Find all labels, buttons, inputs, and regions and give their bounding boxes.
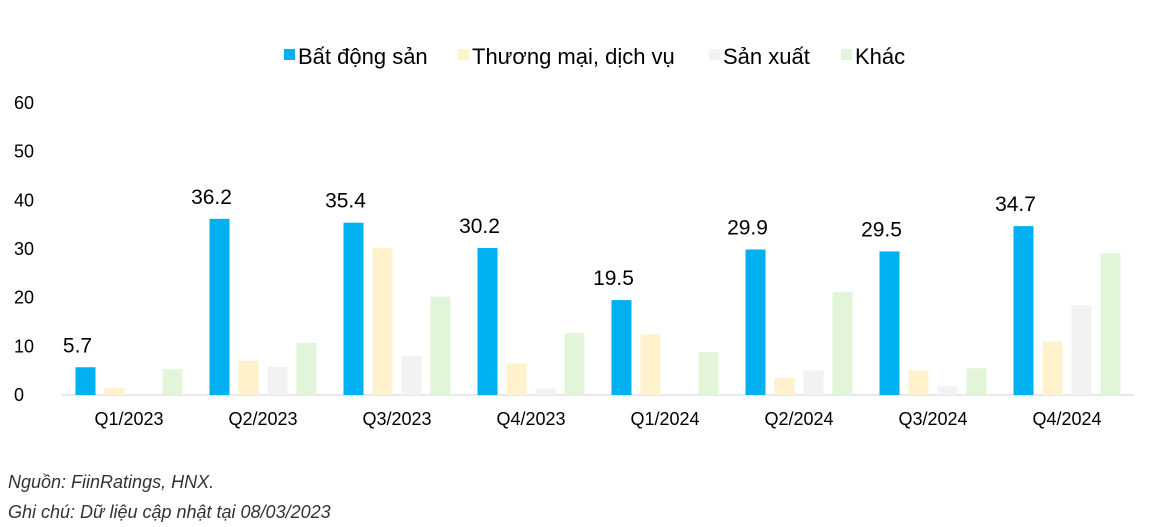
x-tick-label: Q1/2023 — [94, 409, 163, 429]
bar-4 — [564, 332, 585, 395]
bar-3 — [401, 356, 422, 395]
data-label: 29.5 — [861, 218, 902, 241]
y-tick-label: 30 — [14, 239, 34, 259]
data-label: 36.2 — [191, 186, 232, 209]
bar-2 — [774, 377, 795, 395]
bar-1 — [477, 248, 498, 395]
bar-2 — [506, 363, 527, 395]
bar-4 — [162, 369, 183, 395]
bar-1 — [879, 251, 900, 395]
data-label: 19.5 — [593, 267, 634, 290]
x-tick-label: Q2/2023 — [228, 409, 297, 429]
bar-3 — [937, 386, 958, 395]
data-label: 30.2 — [459, 215, 500, 238]
y-tick-label: 10 — [14, 336, 34, 356]
bar-4 — [1100, 252, 1121, 395]
bar-4 — [430, 296, 451, 395]
bar-2 — [104, 387, 125, 395]
bar-chart: 0 10 20 30 40 50 60 5.7 Q1/2023 36.2 Q2/2023 35.4 Q3… — [14, 44, 1134, 429]
data-label: 29.9 — [727, 216, 768, 239]
bar-1 — [745, 249, 766, 395]
bar-2 — [238, 360, 259, 395]
data-label: 35.4 — [325, 190, 366, 213]
legend-swatch — [458, 49, 469, 60]
bar-3 — [1071, 304, 1092, 395]
x-tick-label: Q4/2024 — [1032, 409, 1101, 429]
update-note: Ghi chú: Dữ liệu cập nhật tại 08/03/2023 — [8, 502, 331, 522]
x-tick-label: Q3/2023 — [362, 409, 431, 429]
legend-label: Bất động sản — [298, 44, 428, 69]
legend-label: Sản xuất — [723, 44, 810, 69]
bar-2 — [372, 248, 393, 395]
legend-swatch — [709, 49, 720, 60]
legend-swatch — [284, 49, 295, 60]
y-tick-label: 60 — [14, 93, 34, 113]
legend-swatch — [841, 49, 852, 60]
bar-1 — [75, 367, 96, 395]
data-label: 34.7 — [995, 193, 1036, 216]
bar-3 — [267, 366, 288, 395]
legend-label: Thương mại, dịch vụ — [472, 44, 675, 69]
x-tick-label: Q2/2024 — [764, 409, 833, 429]
bar-4 — [832, 291, 853, 395]
y-tick-label: 20 — [14, 288, 34, 308]
bar-3 — [803, 370, 824, 395]
bar-4 — [296, 342, 317, 395]
y-tick-label: 50 — [14, 142, 34, 162]
x-tick-label: Q1/2024 — [630, 409, 699, 429]
y-tick-label: 40 — [14, 190, 34, 210]
bar-2 — [908, 370, 929, 395]
bar-2 — [640, 334, 661, 395]
bar-4 — [698, 352, 719, 395]
y-tick-label: 0 — [14, 385, 24, 405]
bar-1 — [1013, 226, 1034, 395]
legend-label: Khác — [855, 44, 905, 69]
bar-2 — [1042, 341, 1063, 395]
data-label: 5.7 — [63, 334, 92, 357]
source-note: Nguồn: FiinRatings, HNX. — [8, 472, 215, 492]
bar-1 — [209, 218, 230, 395]
x-tick-label: Q3/2024 — [898, 409, 967, 429]
bar-1 — [343, 222, 364, 395]
x-tick-label: Q4/2023 — [496, 409, 565, 429]
bar-1 — [611, 300, 632, 395]
bar-3 — [535, 388, 556, 395]
bar-4 — [966, 368, 987, 395]
